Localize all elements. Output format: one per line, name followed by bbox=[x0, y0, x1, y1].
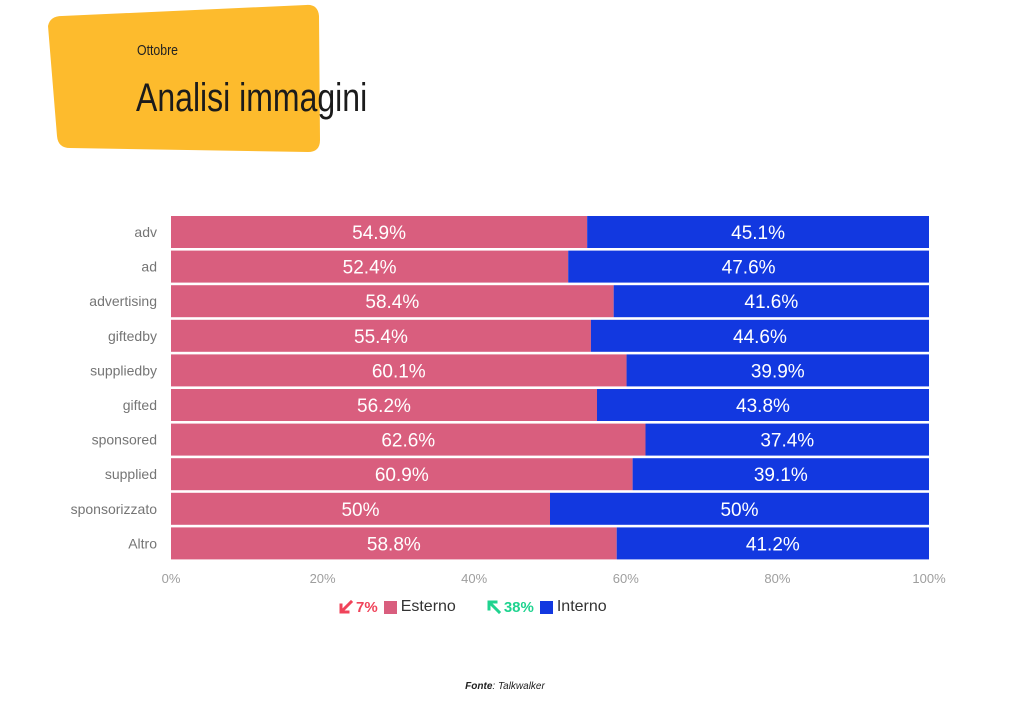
bar-interno bbox=[626, 354, 929, 387]
data-label: 44.6% bbox=[733, 327, 787, 348]
data-label: 54.9% bbox=[352, 223, 406, 244]
data-label: 60.9% bbox=[375, 465, 429, 486]
bar-esterno bbox=[171, 492, 550, 525]
bar-interno bbox=[596, 389, 929, 421]
data-label: 60.1% bbox=[372, 361, 426, 382]
x-tick-label: 40% bbox=[461, 571, 487, 586]
bar-esterno bbox=[171, 285, 614, 318]
data-label: 56.2% bbox=[357, 396, 411, 417]
data-label: 55.4% bbox=[354, 327, 408, 348]
data-label: 47.6% bbox=[722, 258, 776, 279]
bar-esterno bbox=[171, 319, 591, 352]
data-label: 41.6% bbox=[744, 292, 798, 313]
arrow-down-left-icon bbox=[339, 599, 354, 614]
x-tick-label: 20% bbox=[310, 571, 336, 586]
data-label: 52.4% bbox=[343, 258, 397, 279]
source-note: Fonte: Talkwalker bbox=[0, 681, 1010, 692]
bar-interno bbox=[613, 285, 929, 318]
bar-esterno bbox=[171, 458, 633, 491]
data-label: 39.9% bbox=[751, 361, 805, 382]
x-tick-label: 0% bbox=[162, 571, 181, 586]
category-label: gifted bbox=[123, 397, 157, 413]
category-label: advertising bbox=[89, 293, 157, 309]
data-label: 50% bbox=[720, 500, 758, 521]
data-label: 37.4% bbox=[760, 431, 814, 452]
category-labels: adv ad advertising giftedby suppliedby gifted… bbox=[71, 224, 158, 551]
bar-interno bbox=[632, 458, 929, 491]
page-subtitle: Ottobre bbox=[137, 42, 179, 59]
arrow-up-left-icon bbox=[487, 600, 501, 615]
bar-interno bbox=[550, 492, 929, 525]
bar-esterno bbox=[171, 527, 617, 560]
bar-esterno bbox=[171, 250, 569, 283]
legend-item-esterno: 7% Esterno bbox=[338, 598, 456, 616]
bar-esterno bbox=[171, 423, 646, 456]
category-label: ad bbox=[141, 259, 157, 275]
data-label: 39.1% bbox=[754, 465, 808, 486]
legend-swatch-interno bbox=[539, 600, 553, 614]
page-title: Analisi immagini bbox=[136, 76, 368, 120]
source-value: : Talkwalker bbox=[492, 681, 545, 692]
bar-interno bbox=[616, 527, 929, 560]
data-label: 45.1% bbox=[731, 223, 785, 244]
header-badge bbox=[48, 4, 320, 152]
category-label: Altro bbox=[128, 535, 157, 551]
source-label: Fonte bbox=[465, 681, 493, 692]
bar-interno bbox=[568, 250, 929, 283]
bars bbox=[171, 216, 929, 560]
legend-label-interno: Interno bbox=[556, 598, 607, 615]
bar-interno bbox=[645, 423, 929, 456]
data-label: 58.8% bbox=[367, 534, 421, 555]
category-label: supplied bbox=[105, 466, 157, 482]
legend-change-interno: 38% bbox=[486, 599, 534, 616]
legend-label-esterno: Esterno bbox=[400, 598, 456, 615]
category-label: sponsored bbox=[92, 432, 157, 448]
bar-esterno bbox=[171, 354, 627, 387]
bar-interno bbox=[587, 216, 929, 248]
legend-swatch-esterno bbox=[383, 600, 397, 614]
bar-esterno bbox=[171, 389, 597, 421]
data-label: 50% bbox=[341, 500, 379, 521]
legend-item-interno: 38% Interno bbox=[486, 598, 607, 616]
x-tick-label: 100% bbox=[912, 571, 946, 586]
legend-change-value: 38% bbox=[503, 598, 534, 616]
category-label: suppliedby bbox=[90, 362, 157, 378]
legend: 7% Esterno 38% Interno bbox=[338, 596, 637, 618]
category-label: adv bbox=[134, 224, 157, 240]
category-label: sponsorizzato bbox=[71, 501, 158, 517]
data-label: 41.2% bbox=[746, 534, 800, 555]
bar-interno bbox=[590, 319, 929, 352]
x-tick-label: 60% bbox=[613, 571, 639, 586]
legend-change-value: 7% bbox=[356, 598, 378, 616]
x-axis-ticks: 0% 20% 40% 60% 80% 100% bbox=[162, 571, 946, 586]
legend-change-esterno: 7% bbox=[338, 599, 378, 616]
x-tick-label: 80% bbox=[764, 571, 790, 586]
data-label: 43.8% bbox=[736, 396, 790, 417]
category-label: giftedby bbox=[108, 328, 157, 344]
bar-esterno bbox=[171, 216, 588, 248]
data-label: 62.6% bbox=[381, 431, 435, 452]
segment-labels: 54.9% 45.1% 52.4% 47.6% 58.4% 41.6% 55.4% 44.6%… bbox=[341, 223, 814, 555]
data-label: 58.4% bbox=[365, 292, 419, 313]
header-badge-shape bbox=[48, 4, 320, 152]
